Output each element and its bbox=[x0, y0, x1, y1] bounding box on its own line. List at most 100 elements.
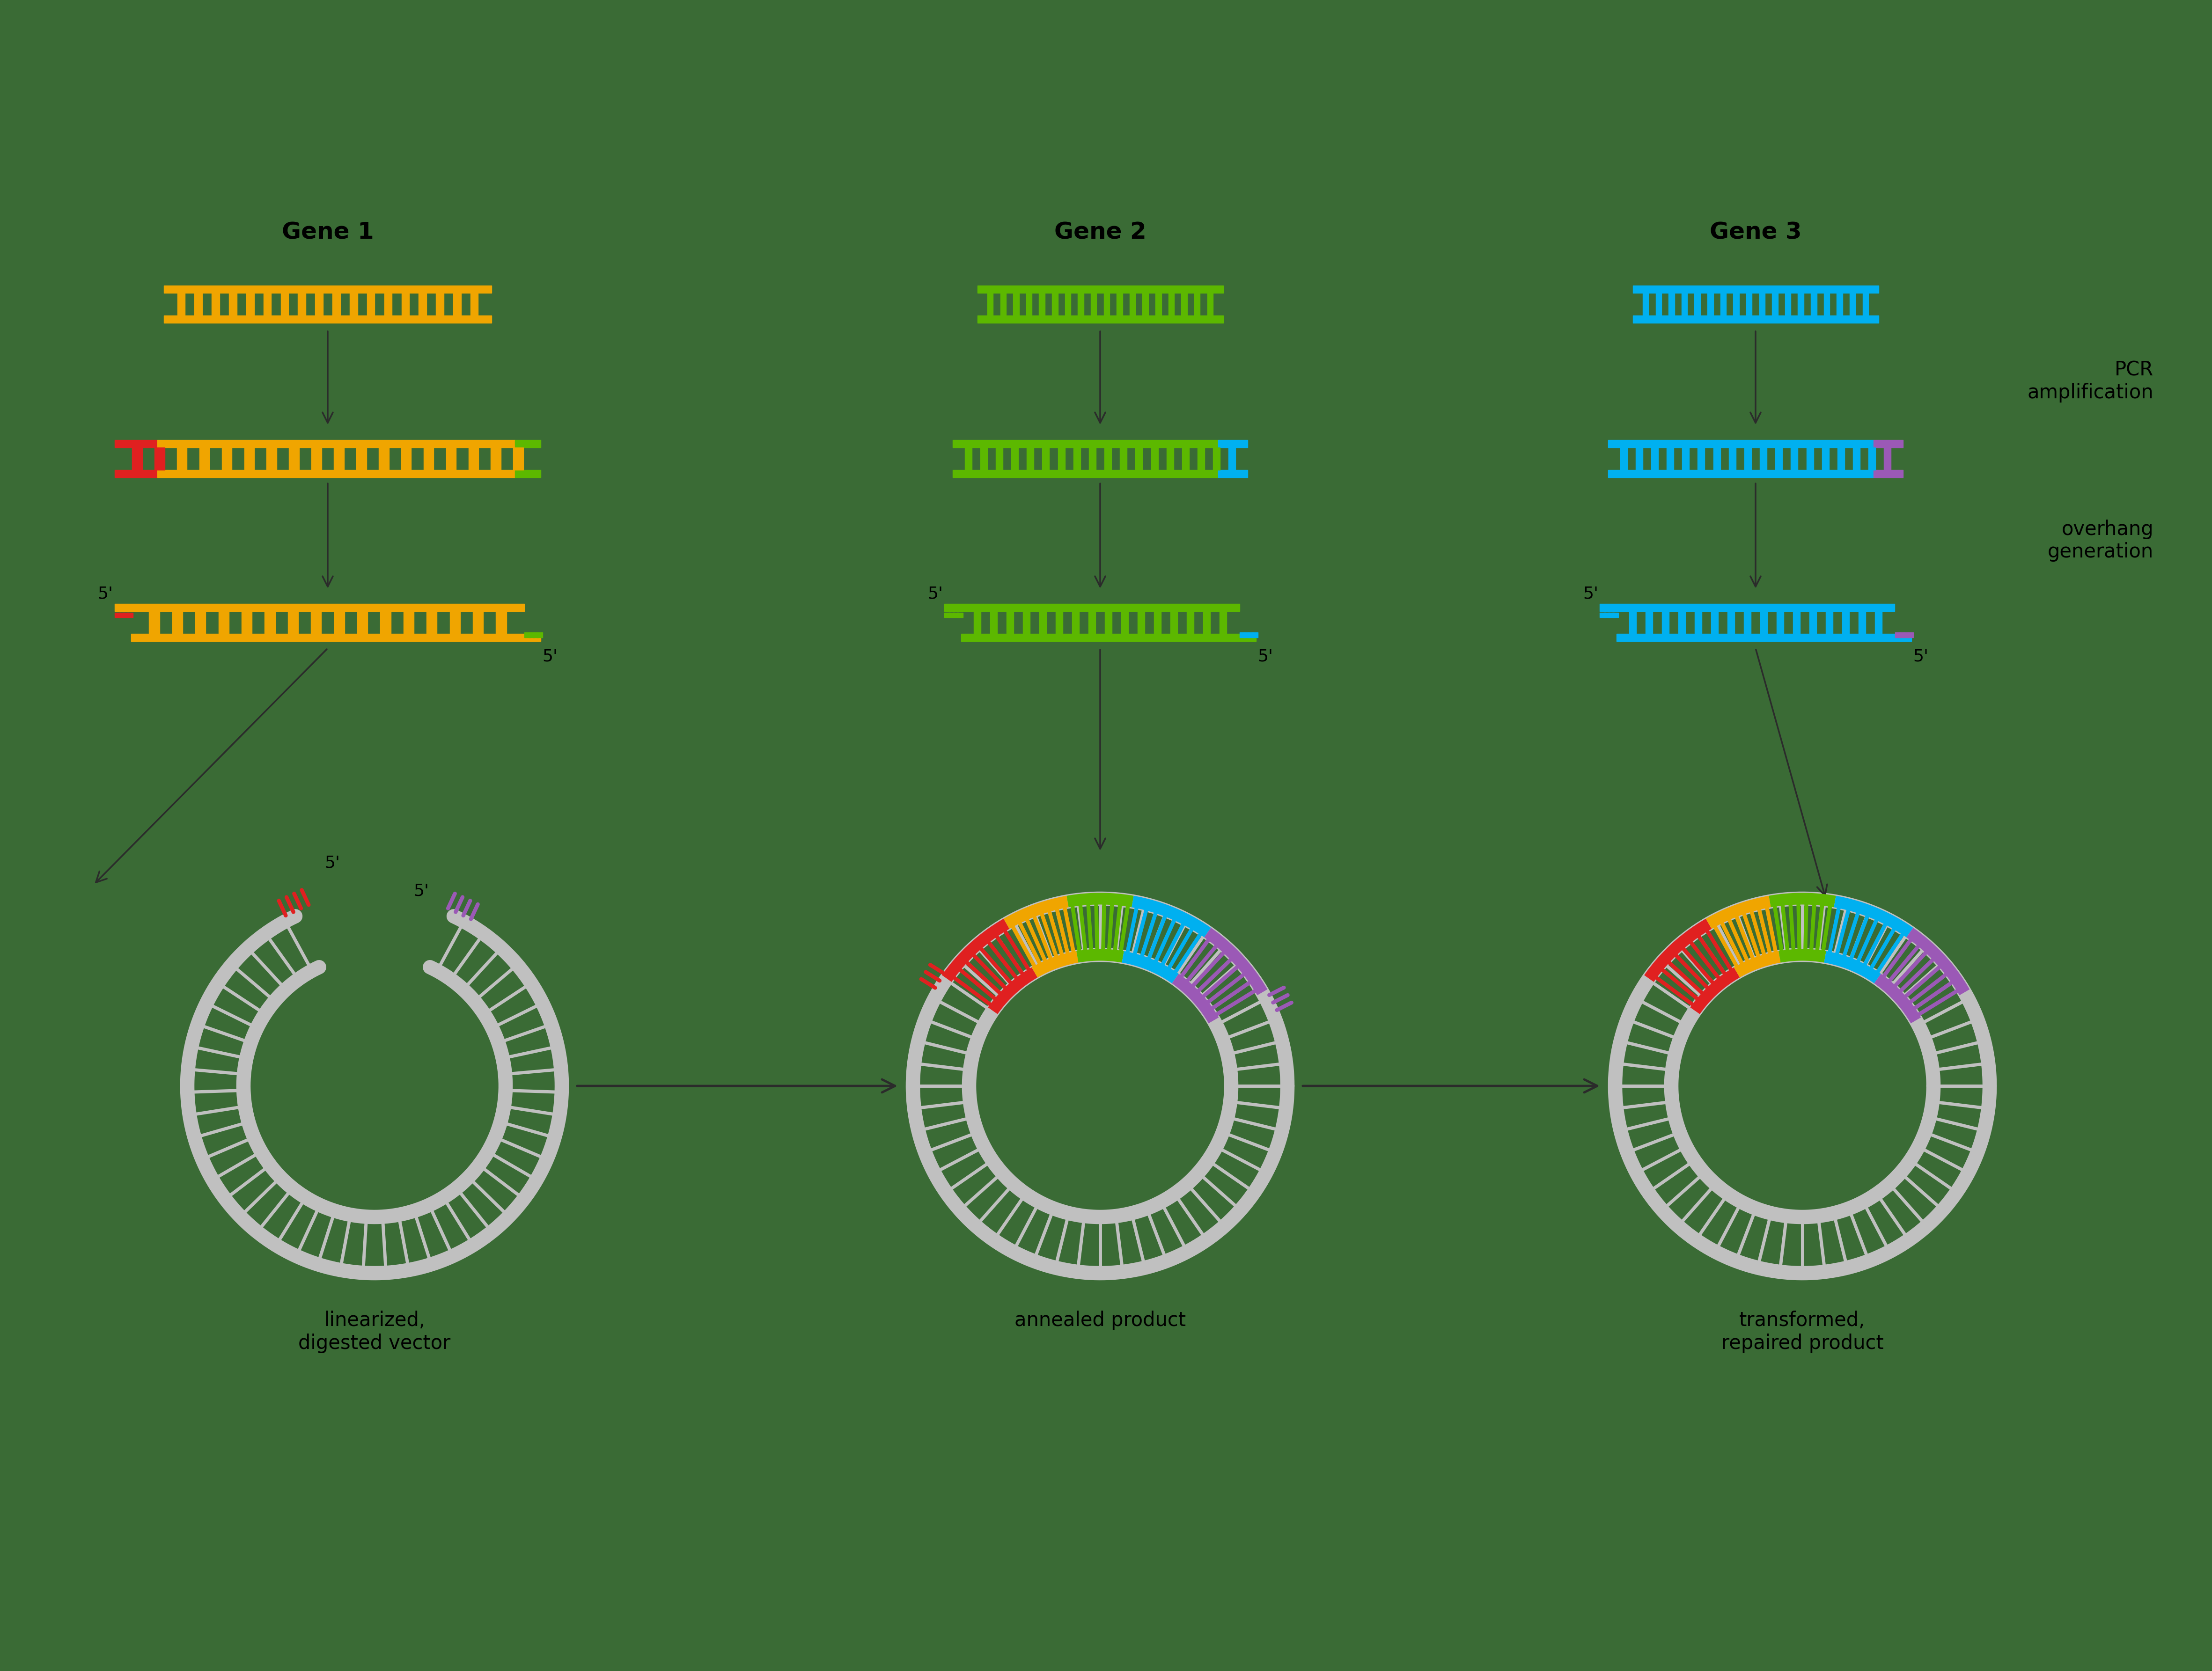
Bar bbox=[1055, 612, 1064, 633]
Bar bbox=[447, 448, 456, 470]
Bar bbox=[1619, 448, 1628, 470]
Bar bbox=[332, 292, 341, 316]
Bar bbox=[1743, 612, 1752, 633]
Bar bbox=[1836, 292, 1843, 316]
Bar bbox=[115, 613, 122, 618]
Bar bbox=[1898, 633, 1905, 638]
Bar bbox=[1734, 292, 1739, 316]
Bar bbox=[1040, 292, 1044, 316]
Bar bbox=[1219, 470, 1248, 478]
Bar bbox=[155, 448, 164, 470]
Bar bbox=[1728, 612, 1734, 633]
Bar bbox=[1219, 439, 1248, 448]
Bar bbox=[1608, 613, 1615, 618]
Bar bbox=[1219, 612, 1228, 633]
Bar bbox=[1135, 448, 1141, 470]
Bar bbox=[1759, 292, 1765, 316]
Bar bbox=[1088, 612, 1095, 633]
Bar bbox=[436, 292, 445, 316]
Bar bbox=[1088, 448, 1095, 470]
Bar bbox=[1181, 292, 1188, 316]
Bar bbox=[995, 448, 1002, 470]
Bar bbox=[1646, 612, 1652, 633]
Bar bbox=[1228, 448, 1237, 470]
Bar bbox=[1869, 448, 1876, 470]
Bar bbox=[199, 448, 210, 470]
Bar bbox=[380, 612, 392, 633]
Bar bbox=[1661, 612, 1670, 633]
Bar bbox=[1863, 292, 1869, 316]
Bar bbox=[367, 292, 374, 316]
Bar bbox=[1874, 439, 1902, 448]
Text: 5': 5' bbox=[325, 854, 341, 871]
Bar bbox=[1694, 612, 1701, 633]
Bar bbox=[400, 448, 411, 470]
Text: 5': 5' bbox=[414, 882, 429, 899]
Bar bbox=[1874, 470, 1902, 478]
Bar bbox=[1243, 633, 1250, 638]
Bar bbox=[469, 448, 478, 470]
Bar bbox=[513, 448, 524, 470]
Bar bbox=[1608, 439, 1644, 448]
Bar bbox=[533, 633, 538, 638]
Bar bbox=[312, 448, 321, 470]
Bar bbox=[115, 470, 157, 478]
Bar bbox=[1858, 612, 1865, 633]
Bar bbox=[1117, 292, 1121, 316]
Bar bbox=[1137, 612, 1146, 633]
Bar bbox=[1077, 292, 1084, 316]
Bar bbox=[1812, 292, 1816, 316]
Bar bbox=[978, 316, 1223, 323]
Bar bbox=[1203, 612, 1210, 633]
Bar bbox=[1608, 470, 1644, 478]
Bar bbox=[1144, 292, 1148, 316]
Bar bbox=[1907, 633, 1913, 638]
Bar bbox=[515, 470, 540, 478]
Bar bbox=[290, 448, 299, 470]
Bar bbox=[1073, 612, 1079, 633]
Bar bbox=[1197, 448, 1206, 470]
Bar bbox=[1212, 448, 1221, 470]
Bar bbox=[1644, 292, 1648, 316]
Bar bbox=[1091, 292, 1097, 316]
Bar bbox=[495, 612, 507, 633]
Text: 5': 5' bbox=[542, 648, 557, 663]
Bar bbox=[1772, 292, 1778, 316]
Text: Gene 1: Gene 1 bbox=[281, 221, 374, 244]
Bar bbox=[1792, 448, 1798, 470]
Bar bbox=[1699, 448, 1705, 470]
Bar bbox=[173, 612, 184, 633]
Bar bbox=[1632, 316, 1878, 323]
Text: Gene 2: Gene 2 bbox=[1055, 221, 1146, 244]
Bar bbox=[1617, 633, 1911, 642]
Text: 5': 5' bbox=[1256, 648, 1272, 663]
Bar bbox=[288, 612, 299, 633]
Bar bbox=[1040, 612, 1046, 633]
Bar bbox=[334, 612, 345, 633]
Bar bbox=[1681, 448, 1690, 470]
Bar bbox=[115, 603, 524, 612]
Bar bbox=[1130, 292, 1135, 316]
Bar bbox=[212, 292, 219, 316]
Bar bbox=[1104, 292, 1110, 316]
Bar bbox=[1876, 612, 1882, 633]
Bar bbox=[157, 439, 515, 448]
Bar bbox=[195, 292, 201, 316]
Bar bbox=[978, 286, 1223, 292]
Bar bbox=[1644, 439, 1874, 448]
Bar bbox=[1854, 448, 1860, 470]
Bar bbox=[334, 448, 343, 470]
Bar bbox=[1104, 448, 1110, 470]
Bar bbox=[1896, 633, 1900, 638]
Bar bbox=[1761, 448, 1767, 470]
Bar bbox=[1823, 292, 1829, 316]
Bar bbox=[1679, 612, 1686, 633]
Bar bbox=[949, 613, 956, 618]
Bar bbox=[268, 448, 276, 470]
Bar bbox=[1714, 448, 1721, 470]
Bar bbox=[945, 603, 1239, 612]
Bar bbox=[263, 292, 272, 316]
Bar bbox=[953, 613, 958, 618]
Bar bbox=[1650, 448, 1659, 470]
Bar bbox=[349, 292, 358, 316]
